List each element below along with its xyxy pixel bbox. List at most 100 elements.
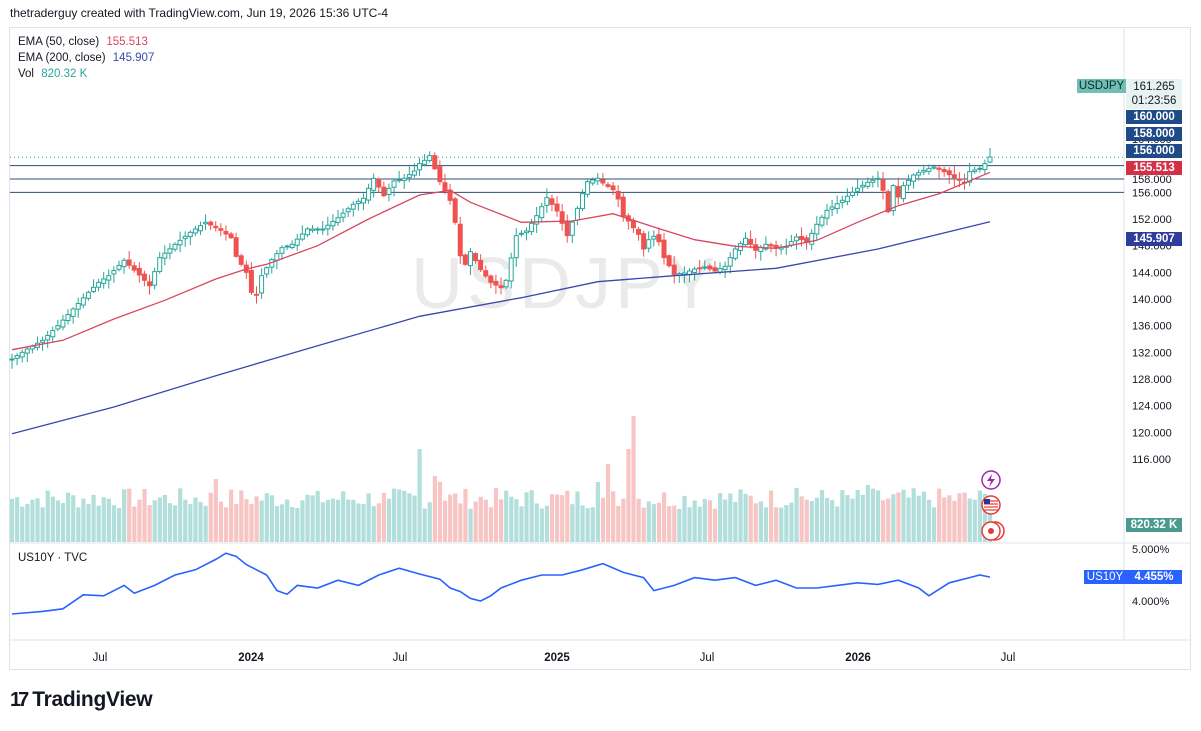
y-tick-label-12: 120.000 bbox=[1132, 427, 1172, 439]
candle-body bbox=[152, 271, 158, 286]
legend-vol-value: 820.32 K bbox=[41, 68, 88, 80]
candle-body bbox=[712, 267, 718, 272]
candle-body bbox=[855, 187, 861, 192]
candle-body bbox=[895, 185, 901, 198]
candle-body bbox=[248, 269, 254, 293]
candle-body bbox=[941, 169, 947, 173]
candle-body bbox=[926, 168, 932, 172]
volume-bar bbox=[891, 494, 896, 542]
volume-bar bbox=[310, 495, 315, 542]
legend-ema200[interactable]: EMA (200, close) 145.907 bbox=[18, 50, 154, 66]
volume-bar bbox=[814, 497, 820, 542]
candle-body bbox=[549, 198, 555, 205]
volume-bar bbox=[488, 507, 494, 542]
volume-bar bbox=[30, 499, 35, 542]
volume-bar bbox=[524, 492, 529, 542]
candle-body bbox=[982, 163, 988, 171]
candle-body bbox=[80, 297, 86, 306]
candle-body bbox=[620, 196, 626, 217]
volume-bar bbox=[738, 489, 743, 542]
volume-bar bbox=[733, 501, 738, 542]
candle-body bbox=[182, 235, 188, 240]
tradingview-logo[interactable]: 17 TradingView bbox=[10, 688, 153, 712]
symbol-tag: USDJPY bbox=[1077, 79, 1126, 93]
candle-body bbox=[585, 181, 591, 195]
candle-body bbox=[264, 267, 270, 275]
legend-vol[interactable]: Vol 820.32 K bbox=[18, 66, 87, 82]
volume-bar bbox=[748, 495, 753, 542]
volume-bar bbox=[274, 506, 280, 542]
volume-bar bbox=[300, 500, 305, 542]
volume-bar bbox=[626, 449, 631, 542]
tradingview-mark-icon: 17 bbox=[10, 688, 29, 711]
volume-bar bbox=[916, 495, 921, 542]
volume-bar bbox=[50, 496, 55, 542]
volume-bar bbox=[875, 490, 881, 542]
candle-body bbox=[24, 348, 30, 354]
volume-bar bbox=[789, 502, 794, 542]
candle-body bbox=[366, 187, 372, 201]
candle-body bbox=[233, 237, 239, 257]
legend-ema200-label: EMA (200, close) bbox=[18, 52, 106, 64]
chart-frame bbox=[9, 27, 1191, 670]
volume-bar bbox=[600, 497, 606, 542]
volume-bar bbox=[825, 497, 830, 542]
ema50-line bbox=[11, 171, 991, 351]
volume-bar bbox=[417, 449, 422, 542]
volume-bar bbox=[758, 501, 763, 542]
legend-ema50[interactable]: EMA (50, close) 155.513 bbox=[18, 34, 148, 50]
candle-body bbox=[529, 222, 535, 233]
volume-bar bbox=[855, 489, 860, 542]
y-tick-label-3: 156.000 bbox=[1132, 187, 1172, 199]
sub-pane-title[interactable]: US10Y · TVC bbox=[18, 552, 88, 564]
candle-body bbox=[411, 170, 417, 176]
volume-bar bbox=[437, 482, 443, 542]
volume-bar bbox=[962, 492, 967, 542]
candle-body bbox=[386, 187, 392, 196]
volume-bar bbox=[982, 493, 988, 542]
y-tick-label-8: 136.000 bbox=[1132, 321, 1172, 333]
volume-bar bbox=[96, 505, 101, 542]
volume-bar bbox=[427, 502, 432, 542]
candle-body bbox=[707, 265, 713, 270]
volume-bar bbox=[509, 496, 514, 542]
candle-body bbox=[325, 224, 331, 230]
volume-bar bbox=[753, 503, 758, 542]
x-tick-label-2: Jul bbox=[393, 652, 408, 664]
candle-body bbox=[763, 243, 769, 250]
candle-body bbox=[14, 355, 20, 359]
candle-body bbox=[498, 285, 504, 289]
volume-bar bbox=[442, 500, 448, 542]
candle-body bbox=[422, 159, 428, 165]
volume-bar bbox=[366, 493, 371, 542]
candle-body bbox=[299, 233, 305, 240]
ema50-tag: 155.513 bbox=[1126, 161, 1182, 175]
candle-body bbox=[834, 203, 840, 209]
candle-body bbox=[345, 208, 351, 213]
candle-body bbox=[590, 179, 596, 184]
volume-bar bbox=[305, 494, 310, 542]
level-tag-156: 156.000 bbox=[1126, 144, 1182, 158]
candle-body bbox=[203, 221, 209, 225]
volume-bar bbox=[504, 490, 509, 542]
volume-bar bbox=[203, 505, 208, 542]
x-tick-label-4: Jul bbox=[700, 652, 715, 664]
volume-bar bbox=[183, 499, 188, 542]
volume-bar bbox=[585, 508, 590, 542]
candle-body bbox=[610, 185, 616, 191]
x-tick-label-5: 2026 bbox=[845, 652, 871, 664]
legend-ema200-value: 145.907 bbox=[112, 52, 155, 64]
volume-bar bbox=[473, 501, 478, 542]
volume-bar bbox=[412, 495, 417, 542]
candle-body bbox=[238, 255, 244, 265]
volume-bar bbox=[45, 490, 50, 542]
volume-bar bbox=[804, 499, 809, 542]
ema200-line bbox=[11, 221, 991, 435]
legend-ema50-label: EMA (50, close) bbox=[18, 36, 100, 48]
candle-body bbox=[473, 253, 479, 262]
candle-body bbox=[116, 264, 122, 270]
volume-bar bbox=[942, 497, 947, 542]
x-tick-label-1: 2024 bbox=[238, 652, 264, 664]
candle-body bbox=[55, 325, 61, 330]
